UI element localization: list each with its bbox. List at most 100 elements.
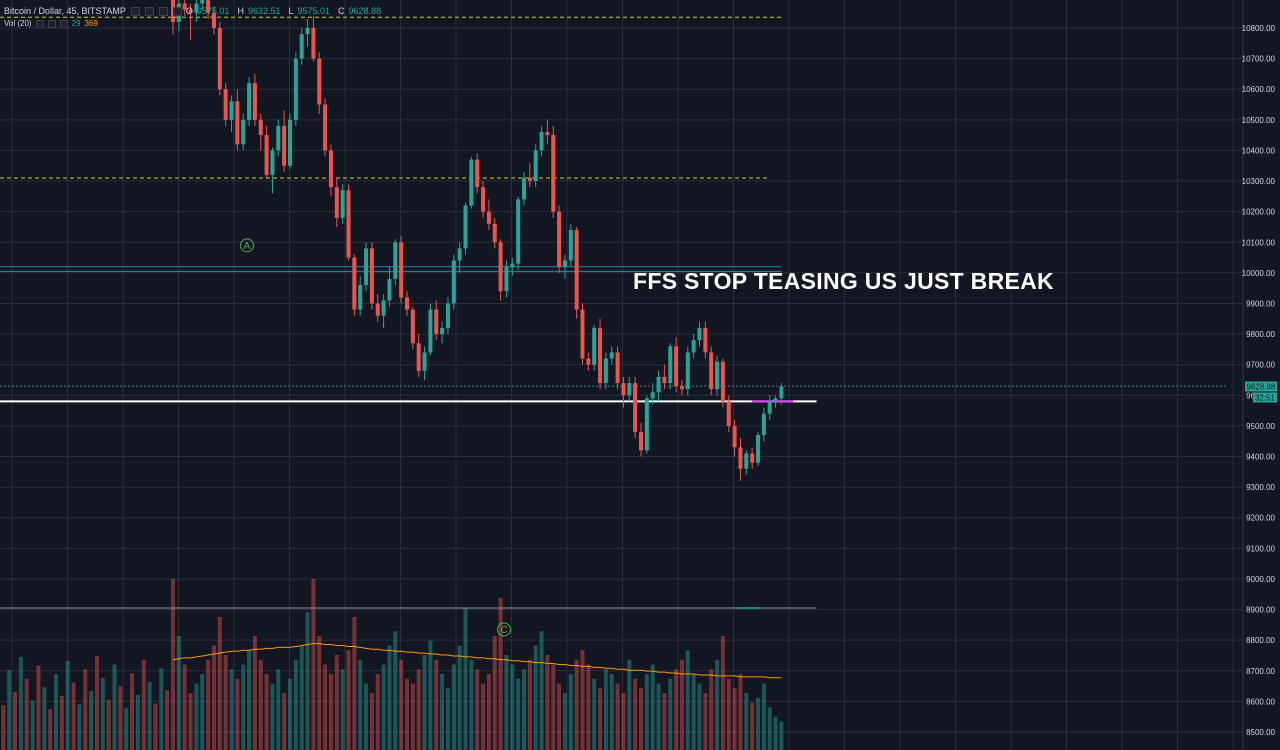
volume-bar xyxy=(516,678,521,750)
price-axis-tick-label: 8500.00 xyxy=(1246,728,1275,737)
volume-bar xyxy=(492,636,497,750)
volume-bar xyxy=(106,699,111,750)
volume-bar xyxy=(118,686,123,750)
candle-body xyxy=(598,327,603,384)
wave-label-circle[interactable] xyxy=(240,238,254,253)
volume-bar xyxy=(252,636,257,750)
price-axis-tick-label: 8600.00 xyxy=(1246,697,1275,706)
candle-body xyxy=(726,401,731,426)
volume-bar xyxy=(399,659,404,750)
price-axis[interactable] xyxy=(1243,0,1280,750)
volume-bar xyxy=(615,683,620,750)
volume-bar xyxy=(206,659,211,750)
volume-bar xyxy=(36,665,41,750)
candle-body xyxy=(568,230,573,261)
volume-bar xyxy=(726,678,731,750)
candle-body xyxy=(498,242,503,292)
volume-bar xyxy=(241,664,246,750)
volume-bar xyxy=(457,645,462,750)
legend-visibility-button[interactable] xyxy=(130,6,140,16)
price-axis-tick-label: 10400.00 xyxy=(1242,146,1276,155)
volume-bar xyxy=(633,678,638,750)
volume-bar xyxy=(59,695,64,750)
volume-bar xyxy=(211,645,216,750)
legend-remove-button[interactable] xyxy=(158,6,168,16)
volume-bar xyxy=(282,693,287,750)
candle-body xyxy=(685,352,690,390)
volume-bar xyxy=(498,598,503,750)
candle-body xyxy=(364,248,369,286)
volume-bar xyxy=(1,705,6,750)
volume-bar xyxy=(130,673,135,750)
volume-bar xyxy=(352,617,357,750)
price-axis-tick-label: 9700.00 xyxy=(1246,361,1275,370)
candle-body xyxy=(609,352,614,359)
candle-body xyxy=(293,58,298,120)
volume-settings-button[interactable] xyxy=(47,19,56,28)
price-axis-tick-label: 9400.00 xyxy=(1246,453,1275,462)
volume-bar xyxy=(71,682,76,750)
candle-body xyxy=(650,392,655,399)
volume-bar xyxy=(229,669,234,750)
candle-body xyxy=(288,119,292,166)
volume-title[interactable]: Vol (20) xyxy=(4,19,32,28)
candle-body xyxy=(750,453,755,463)
volume-bar xyxy=(475,669,480,750)
price-axis-tick-label: 8900.00 xyxy=(1246,606,1275,615)
candle-body xyxy=(557,211,562,267)
candle-body xyxy=(691,340,696,353)
candle-body xyxy=(369,248,374,304)
volume-bar xyxy=(264,674,269,750)
wave-label-text: A xyxy=(244,241,251,252)
volume-bar xyxy=(662,693,667,750)
candle-body xyxy=(188,9,193,13)
volume-bar xyxy=(486,674,491,750)
candle-body xyxy=(200,0,205,4)
price-axis-tick-label: 10200.00 xyxy=(1242,208,1276,217)
candle-body xyxy=(428,309,433,353)
price-axis-tick-label: 8700.00 xyxy=(1246,667,1275,676)
volume-bar xyxy=(445,688,450,750)
volume-remove-button[interactable] xyxy=(59,19,68,28)
volume-legend: Vol (20) 29 369 xyxy=(4,19,98,28)
legend-settings-button[interactable] xyxy=(144,6,154,16)
candle-body xyxy=(738,447,743,469)
volume-visibility-button[interactable] xyxy=(35,19,44,28)
candle-body xyxy=(522,177,526,200)
countdown-text: 32:51 xyxy=(1255,393,1276,402)
candle-body xyxy=(492,223,497,243)
volume-bar xyxy=(135,694,140,750)
volume-bar xyxy=(709,669,714,750)
annotation-text[interactable]: FFS STOP TEASING US JUST BREAK xyxy=(633,268,1054,294)
legend-more-button[interactable] xyxy=(172,6,182,16)
volume-bar xyxy=(171,579,175,750)
open-value: 9575.01 xyxy=(196,6,230,16)
volume-bar xyxy=(551,664,556,750)
candle-body xyxy=(317,58,322,105)
wave-label-text: C xyxy=(500,625,507,636)
candle-body xyxy=(410,309,415,344)
volume-bar xyxy=(720,636,725,750)
candle-body xyxy=(603,358,608,384)
volume-bar xyxy=(375,674,380,750)
volume-bar xyxy=(89,691,94,750)
candle-body xyxy=(779,386,784,399)
candle-body xyxy=(387,278,392,301)
countdown-tag xyxy=(1253,392,1277,403)
volume-bar xyxy=(568,674,573,750)
high-label: H xyxy=(237,6,244,16)
candle-body xyxy=(539,132,544,151)
candle-body xyxy=(264,135,269,175)
symbol-title[interactable]: Bitcoin / Dollar, 45, BITSTAMP xyxy=(4,6,126,16)
candle-body xyxy=(323,104,328,151)
volume-bar xyxy=(311,579,316,750)
candle-body xyxy=(744,453,749,469)
volume-bar xyxy=(293,659,298,750)
candle-body xyxy=(756,435,760,463)
candle-body xyxy=(393,242,398,279)
wave-label-circle[interactable] xyxy=(497,622,511,637)
candle-body xyxy=(328,150,333,188)
